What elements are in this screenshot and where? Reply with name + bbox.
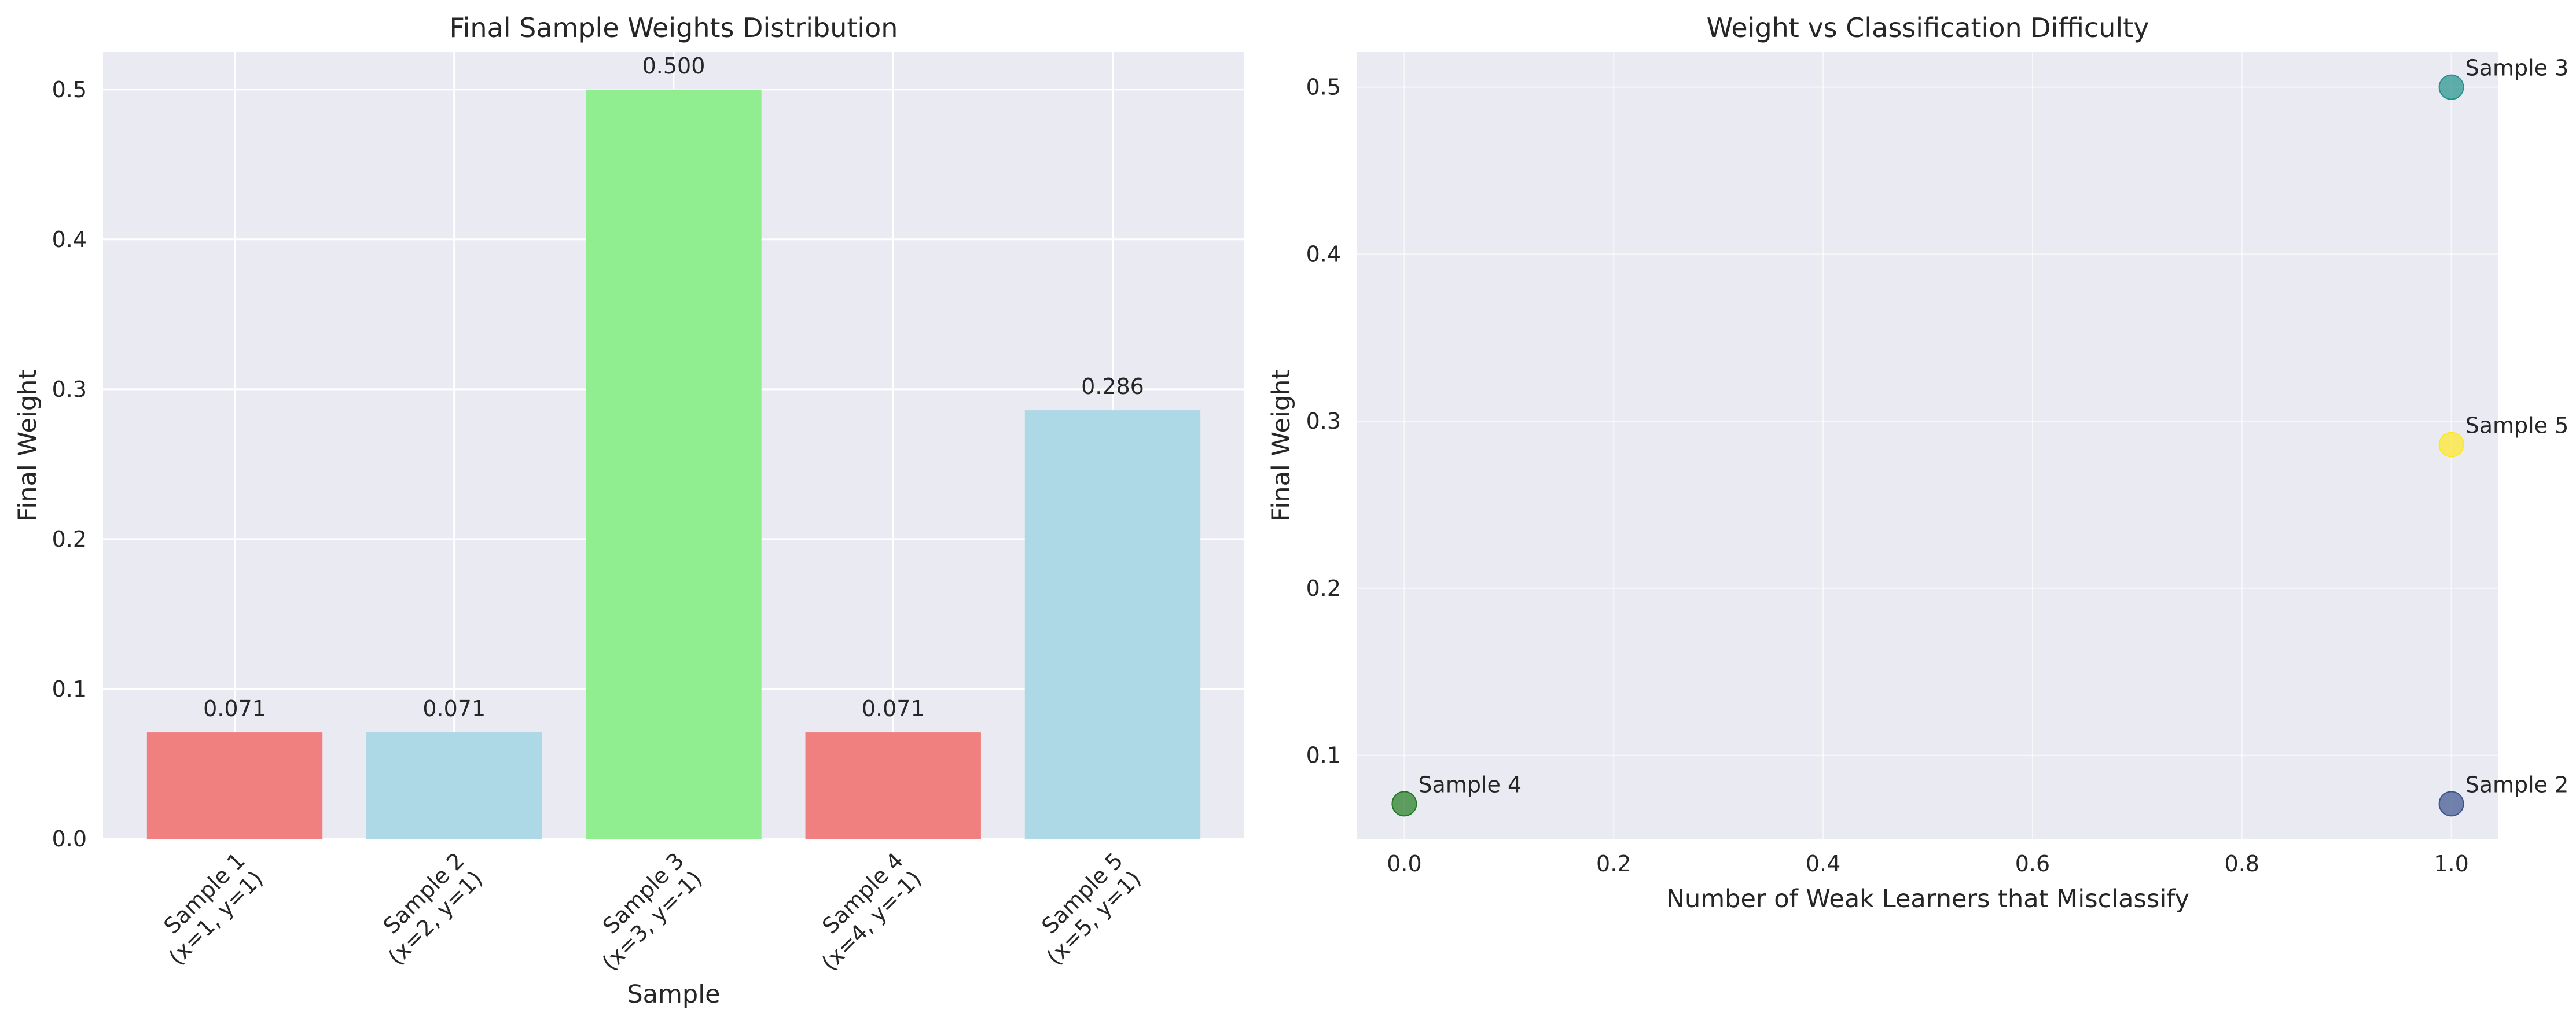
- bar-x-tick-text: Sample 3(x=3, y=-1): [579, 848, 707, 975]
- scatter-x-tick-label: 0.0: [1387, 851, 1421, 876]
- bar-y-axis-label: Final Weight: [13, 370, 42, 522]
- scatter-x-tick-label: 0.6: [2015, 851, 2050, 876]
- bar: [366, 732, 542, 839]
- bar-value-label: 0.071: [422, 696, 486, 721]
- scatter-y-tick-label: 0.3: [1306, 408, 1341, 434]
- bar-y-tick-label: 0.4: [52, 227, 87, 252]
- bar: [1024, 410, 1201, 839]
- scatter-point-labels: Sample 2 Sample 3 Sample 4 Sample 5: [1418, 56, 2568, 798]
- scatter-x-tick-label: 0.8: [2225, 851, 2259, 876]
- bar: [586, 89, 762, 839]
- bar-y-tick-label: 0.5: [52, 77, 87, 102]
- bar-y-ticks: 0.0 0.1 0.2 0.3 0.4 0.5: [52, 77, 87, 852]
- scatter-x-tick-label: 0.2: [1596, 851, 1631, 876]
- scatter-point: [1391, 791, 1417, 817]
- bar-y-tick-label: 0.2: [52, 526, 87, 552]
- scatter-chart-title: Weight vs Classification Difficulty: [1707, 12, 2149, 43]
- bar-x-tick-text: Sample 2(x=2, y=1): [365, 848, 487, 970]
- scatter-point-label: Sample 2: [2465, 772, 2569, 797]
- scatter-x-ticks: 0.0 0.2 0.4 0.6 0.8 1.0: [1387, 851, 2469, 876]
- bar-x-tick-label: Sample 2(x=2, y=1): [365, 848, 488, 970]
- scatter-y-tick-label: 0.2: [1306, 576, 1341, 601]
- bar-x-tick-label: Sample 5(x=5, y=1): [1024, 848, 1146, 970]
- bar-value-label: 0.286: [1081, 374, 1144, 399]
- bar-value-label: 0.071: [862, 696, 925, 721]
- bar-x-tick-label: Sample 1(x=1, y=1): [146, 848, 268, 970]
- bar-x-tick-label: Sample 4(x=4, y=-1): [799, 848, 927, 975]
- scatter-y-tick-label: 0.4: [1306, 241, 1341, 267]
- bar-value-labels: 0.071 0.071 0.500 0.071 0.286: [203, 53, 1144, 721]
- bar-value-label: 0.500: [642, 53, 705, 79]
- scatter-point: [2438, 74, 2464, 100]
- scatter-y-tick-label: 0.1: [1306, 743, 1341, 768]
- scatter-y-axis-label: Final Weight: [1267, 370, 1296, 522]
- scatter-point-label: Sample 5: [2465, 413, 2569, 439]
- scatter-x-tick-label: 1.0: [2434, 851, 2468, 876]
- scatter-y-tick-label: 0.5: [1306, 75, 1341, 100]
- scatter-grid: [1357, 52, 2498, 839]
- scatter-point-label: Sample 4: [1418, 772, 1522, 797]
- bar-y-tick-label: 0.1: [52, 676, 87, 702]
- scatter-y-ticks: 0.1 0.2 0.3 0.4 0.5: [1306, 75, 1341, 768]
- scatter-point-label: Sample 3: [2465, 56, 2569, 81]
- scatter-x-axis-label: Number of Weak Learners that Misclassify: [1666, 885, 2189, 914]
- bar-x-tick-text: Sample 1(x=1, y=1): [146, 848, 268, 970]
- bar-x-ticks: Sample 1(x=1, y=1) Sample 2(x=2, y=1) Samp…: [146, 848, 1146, 975]
- scatter-point: [2438, 432, 2464, 458]
- bar-x-tick-text: Sample 5(x=5, y=1): [1024, 848, 1146, 970]
- scatter-x-tick-label: 0.4: [1806, 851, 1840, 876]
- bar-x-tick-label: Sample 3(x=3, y=-1): [579, 848, 707, 975]
- scatter-point: [2438, 791, 2464, 817]
- bar: [146, 732, 323, 839]
- bar-x-axis-label: Sample: [627, 980, 720, 1009]
- bar-chart-title: Final Sample Weights Distribution: [450, 12, 898, 43]
- scatter-series: [1391, 74, 2464, 817]
- bar-y-tick-label: 0.0: [52, 826, 87, 852]
- bar-value-label: 0.071: [203, 696, 266, 721]
- scatter-plot-area: [1357, 52, 2498, 839]
- bar-x-tick-text: Sample 4(x=4, y=-1): [799, 848, 927, 975]
- bar-y-tick-label: 0.3: [52, 377, 87, 402]
- bar: [805, 732, 981, 839]
- bar-series: [146, 89, 1201, 839]
